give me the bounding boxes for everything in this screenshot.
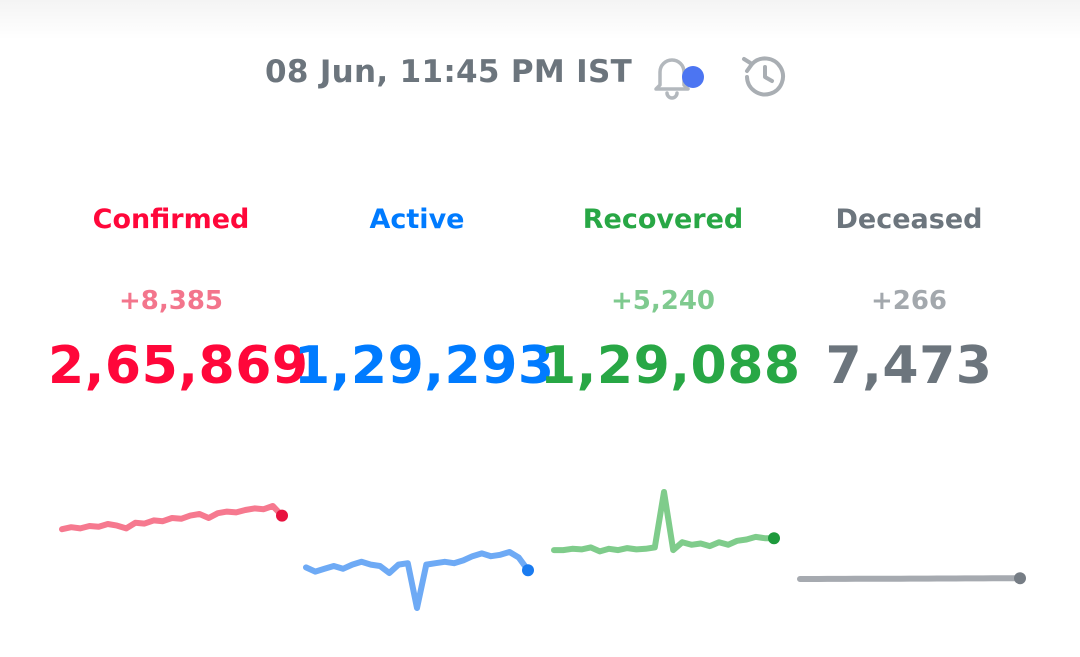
active-latest-dot	[522, 564, 534, 577]
recovered-stat[interactable]: Recovered +5,240 1,29,088	[540, 200, 801, 620]
active-sparkline	[303, 549, 534, 611]
confirmed-stat[interactable]: Confirmed +8,385 2,65,869	[48, 200, 309, 620]
active-label: Active	[369, 204, 465, 235]
update-header: 08 Jun, 11:45 PM IST	[0, 40, 1080, 110]
confirmed-sparkline	[59, 503, 288, 533]
deceased-trend-line	[797, 575, 1023, 582]
deceased-latest-dot	[1014, 572, 1026, 585]
active-trend-line	[303, 549, 531, 611]
active-stat[interactable]: Active 1,29,293	[294, 200, 555, 620]
confirmed-label: Confirmed	[92, 204, 250, 235]
recovered-total: 1,29,088	[540, 336, 801, 396]
deceased-delta: +266	[870, 286, 948, 316]
confirmed-latest-dot	[276, 509, 288, 522]
confirmed-delta: +8,385	[118, 286, 224, 316]
confirmed-total: 2,65,869	[48, 336, 309, 396]
recovered-sparkline	[551, 489, 780, 555]
history-icon[interactable]	[738, 50, 792, 104]
deceased-sparkline	[797, 572, 1026, 585]
deceased-label: Deceased	[835, 204, 983, 235]
recovered-latest-dot	[768, 532, 780, 545]
recovered-trend-line	[551, 489, 777, 555]
notification-dot	[682, 66, 704, 88]
recovered-label: Recovered	[582, 204, 744, 235]
recovered-delta: +5,240	[610, 286, 716, 316]
top-shadow	[0, 0, 1080, 40]
confirmed-trend-line	[59, 503, 285, 533]
deceased-stat[interactable]: Deceased +266 7,473	[786, 200, 1032, 620]
last-updated-timestamp: 08 Jun, 11:45 PM IST	[265, 54, 633, 90]
active-total: 1,29,293	[294, 336, 555, 396]
deceased-total: 7,473	[825, 336, 993, 396]
